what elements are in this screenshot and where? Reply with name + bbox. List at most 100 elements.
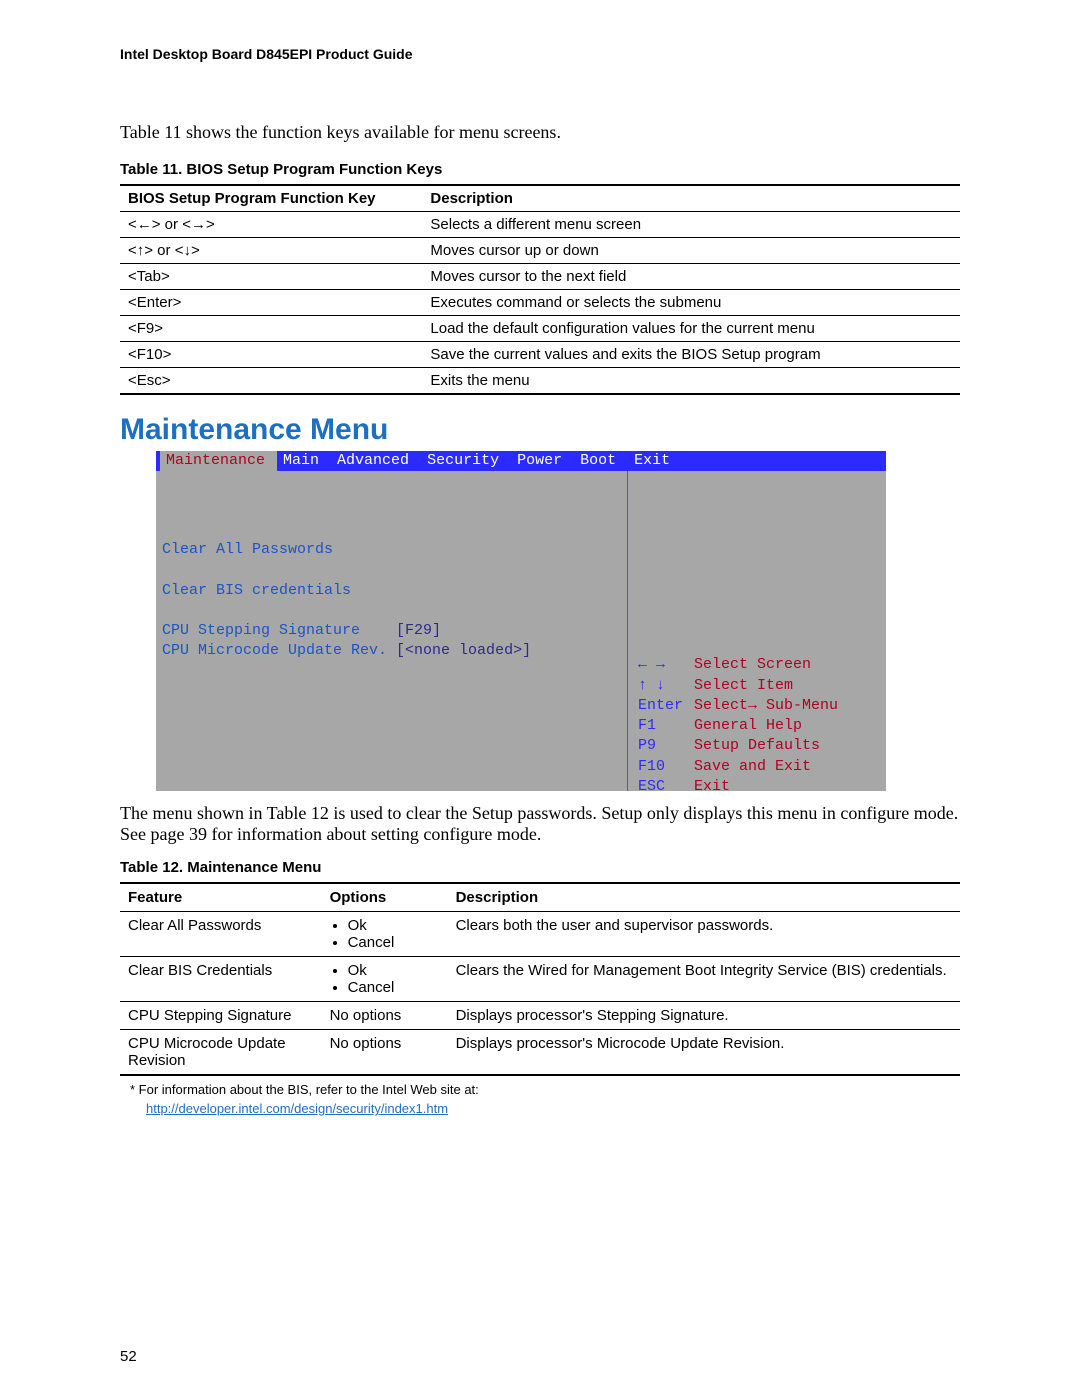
table12: Feature Options Description Clear All Pa… (120, 882, 960, 1076)
bios-help-row: ↑ ↓Select Item (638, 676, 878, 696)
cell-options: OkCancel (322, 957, 448, 1002)
table-row: CPU Stepping SignatureNo optionsDisplays… (120, 1002, 960, 1030)
option-item: Ok (348, 917, 440, 934)
cell-key: <Tab> (120, 264, 422, 290)
table-row: <Enter>Executes command or selects the s… (120, 290, 960, 316)
bios-help-key: P9 (638, 736, 694, 756)
cell-description: Selects a different menu screen (422, 212, 960, 238)
bios-tab-maintenance[interactable]: Maintenance (160, 451, 277, 471)
page-number: 52 (120, 1348, 137, 1365)
cell-feature: CPU Stepping Signature (120, 1002, 322, 1030)
bios-tab-security[interactable]: Security (421, 451, 511, 471)
bios-help-row: ESCExit (638, 777, 878, 797)
th-description: Description (422, 185, 960, 212)
cell-key: <Esc> (120, 368, 422, 395)
bios-help-key: Enter (638, 696, 694, 716)
bios-blank (162, 601, 619, 621)
section-heading-maintenance: Maintenance Menu (120, 413, 960, 447)
cell-options: No options (322, 1030, 448, 1076)
bios-help-row: F1General Help (638, 716, 878, 736)
cell-key: <F10> (120, 342, 422, 368)
bios-tab-main[interactable]: Main (277, 451, 331, 471)
table11: BIOS Setup Program Function Key Descript… (120, 184, 960, 395)
cell-description: Exits the menu (422, 368, 960, 395)
th-feature: Feature (120, 883, 322, 912)
bios-help-key: ESC (638, 777, 694, 797)
footnote-link[interactable]: http://developer.intel.com/design/securi… (146, 1101, 448, 1116)
cell-feature: Clear All Passwords (120, 912, 322, 957)
cell-feature: Clear BIS Credentials (120, 957, 322, 1002)
bios-help-row: P9Setup Defaults (638, 736, 878, 756)
option-item: Ok (348, 962, 440, 979)
table-row: <←> or <→>Selects a different menu scree… (120, 212, 960, 238)
cell-description: Clears the Wired for Management Boot Int… (448, 957, 960, 1002)
option-item: Cancel (348, 934, 440, 951)
bios-tab-power[interactable]: Power (511, 451, 574, 471)
bios-help-row: EnterSelect→ Sub-Menu (638, 696, 878, 716)
bios-item-cpu-microcode: CPU Microcode Update Rev. [<none loaded>… (162, 641, 619, 661)
document-page: Intel Desktop Board D845EPI Product Guid… (0, 0, 1080, 1397)
table12-header-row: Feature Options Description (120, 883, 960, 912)
bios-blank (162, 520, 619, 540)
footnote: * For information about the BIS, refer t… (130, 1082, 960, 1116)
table11-header-row: BIOS Setup Program Function Key Descript… (120, 185, 960, 212)
bios-blank (162, 479, 619, 499)
bios-item-cpu-stepping: CPU Stepping Signature [F29] (162, 621, 619, 641)
below-screen-paragraph: The menu shown in Table 12 is used to cl… (120, 803, 960, 845)
table-row: Clear All PasswordsOkCancelClears both t… (120, 912, 960, 957)
bios-tab-boot[interactable]: Boot (574, 451, 628, 471)
bios-help-label: Select Item (694, 677, 793, 694)
table-row: <↑> or <↓>Moves cursor up or down (120, 238, 960, 264)
cell-options: OkCancel (322, 912, 448, 957)
bios-menubar: Maintenance Main Advanced Security Power… (156, 451, 886, 471)
doc-header: Intel Desktop Board D845EPI Product Guid… (120, 46, 960, 62)
bios-help-key: F10 (638, 757, 694, 777)
table-row: CPU Microcode Update RevisionNo optionsD… (120, 1030, 960, 1076)
bios-help-row: ← →Select Screen (638, 655, 878, 675)
bios-help-key: ← → (638, 655, 694, 675)
cell-key: <F9> (120, 316, 422, 342)
table-row: <Tab>Moves cursor to the next field (120, 264, 960, 290)
footnote-text: * For information about the BIS, refer t… (130, 1082, 479, 1097)
bios-tab-advanced[interactable]: Advanced (331, 451, 421, 471)
bios-blank (162, 500, 619, 520)
cell-description: Displays processor's Stepping Signature. (448, 1002, 960, 1030)
table-row: <F9>Load the default configuration value… (120, 316, 960, 342)
cell-description: Load the default configuration values fo… (422, 316, 960, 342)
cell-description: Moves cursor to the next field (422, 264, 960, 290)
cell-key: <Enter> (120, 290, 422, 316)
bios-help-row: F10Save and Exit (638, 757, 878, 777)
bios-left-pane: Clear All Passwords Clear BIS credential… (156, 471, 628, 791)
table12-caption: Table 12. Maintenance Menu (120, 859, 960, 876)
cell-description: Clears both the user and supervisor pass… (448, 912, 960, 957)
table-row: <F10>Save the current values and exits t… (120, 342, 960, 368)
bios-help-label: Save and Exit (694, 758, 811, 775)
cell-description: Moves cursor up or down (422, 238, 960, 264)
bios-help-label: General Help (694, 717, 802, 734)
th-description: Description (448, 883, 960, 912)
bios-item-clear-bis[interactable]: Clear BIS credentials (162, 581, 619, 601)
bios-tab-exit[interactable]: Exit (628, 451, 682, 471)
table-row: <Esc>Exits the menu (120, 368, 960, 395)
th-options: Options (322, 883, 448, 912)
bios-help-label: Select→ Sub-Menu (694, 697, 838, 714)
bios-help-key: ↑ ↓ (638, 676, 694, 696)
bios-blank (162, 560, 619, 580)
bios-item-clear-passwords[interactable]: Clear All Passwords (162, 540, 619, 560)
th-function-key: BIOS Setup Program Function Key (120, 185, 422, 212)
option-item: Cancel (348, 979, 440, 996)
bios-screen: Maintenance Main Advanced Security Power… (156, 451, 886, 791)
bios-help-label: Select Screen (694, 656, 811, 673)
cell-description: Save the current values and exits the BI… (422, 342, 960, 368)
bios-help-key: F1 (638, 716, 694, 736)
intro-paragraph: Table 11 shows the function keys availab… (120, 122, 960, 143)
cell-key: <↑> or <↓> (120, 238, 422, 264)
cell-description: Displays processor's Microcode Update Re… (448, 1030, 960, 1076)
table-row: Clear BIS CredentialsOkCancelClears the … (120, 957, 960, 1002)
cell-description: Executes command or selects the submenu (422, 290, 960, 316)
cell-options: No options (322, 1002, 448, 1030)
table11-caption: Table 11. BIOS Setup Program Function Ke… (120, 161, 960, 178)
bios-help-label: Exit (694, 778, 730, 795)
cell-feature: CPU Microcode Update Revision (120, 1030, 322, 1076)
cell-key: <←> or <→> (120, 212, 422, 238)
